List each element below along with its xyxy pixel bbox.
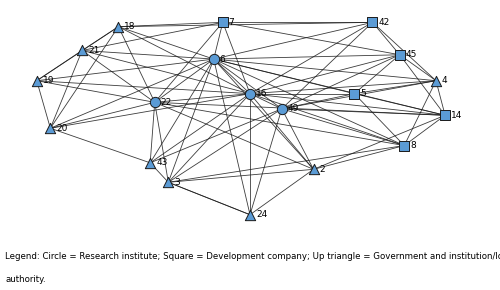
Point [400,143,408,148]
Point [46,126,54,130]
Text: 3: 3 [174,178,180,187]
Text: 45: 45 [406,50,417,59]
Point [78,48,86,53]
Text: 42: 42 [378,18,390,27]
Text: 6: 6 [220,55,226,64]
Text: 49: 49 [288,104,299,113]
Point [33,78,41,83]
Text: 8: 8 [410,141,416,150]
Point [350,91,358,96]
Text: 4: 4 [442,76,448,85]
Point [150,100,158,105]
Text: 21: 21 [88,46,100,55]
Point [219,20,227,25]
Text: 18: 18 [124,22,136,31]
Text: 7: 7 [228,18,234,27]
Text: 5: 5 [360,89,366,98]
Text: 20: 20 [56,124,68,133]
Point [396,52,404,57]
Text: 16: 16 [256,89,268,98]
Point [246,91,254,96]
Text: Legend: Circle = Research institute; Square = Development company; Up triangle =: Legend: Circle = Research institute; Squ… [5,252,500,261]
Point [164,180,172,185]
Point [278,106,286,111]
Point [432,78,440,83]
Text: 24: 24 [256,210,267,219]
Text: 22: 22 [160,98,172,107]
Text: 14: 14 [451,111,462,120]
Point [246,212,254,217]
Point [146,161,154,165]
Point [441,113,449,118]
Point [210,57,218,61]
Text: 43: 43 [156,158,168,167]
Text: 2: 2 [320,165,325,174]
Point [114,24,122,29]
Point [368,20,376,25]
Text: authority.: authority. [5,276,46,284]
Point [310,167,318,172]
Text: 19: 19 [42,76,54,85]
